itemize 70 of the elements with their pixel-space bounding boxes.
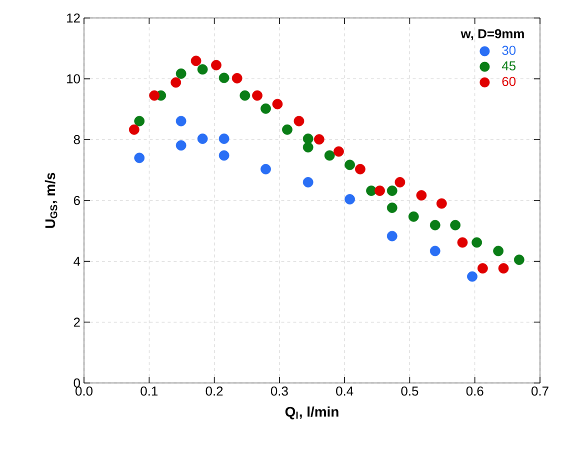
y-tick-label: 6 — [74, 196, 80, 206]
point — [355, 164, 366, 174]
point — [374, 186, 385, 196]
x-tick-label: 0.0 — [76, 386, 93, 396]
point — [450, 220, 461, 230]
point — [408, 211, 419, 222]
point — [457, 237, 468, 248]
x-tick-label: 0.2 — [206, 386, 223, 396]
point — [386, 202, 398, 213]
y-tick-label: 4 — [74, 256, 80, 266]
legend-label: 45 — [502, 61, 516, 70]
x-tick-label: 0.5 — [401, 386, 418, 396]
point — [498, 263, 509, 274]
point — [294, 116, 304, 126]
y-tick-label: 12 — [67, 13, 80, 23]
point — [170, 77, 182, 88]
point — [314, 134, 324, 145]
point — [272, 98, 283, 110]
legend-label: 30 — [502, 46, 516, 55]
point — [472, 237, 482, 248]
point — [344, 194, 355, 204]
point — [218, 134, 230, 144]
x-tick-label: 0.6 — [466, 386, 484, 396]
point — [218, 72, 230, 84]
point — [211, 60, 222, 70]
point — [334, 146, 344, 157]
point — [260, 103, 271, 114]
x-tick-label: 0.7 — [532, 386, 548, 396]
point — [252, 90, 262, 101]
point — [128, 124, 140, 135]
point — [218, 150, 230, 161]
y-tick-label: 10 — [67, 74, 80, 84]
point — [232, 73, 242, 84]
point — [302, 142, 314, 152]
text: U$_{GS}$, m/s — [44, 172, 58, 228]
point — [176, 140, 186, 151]
point — [149, 90, 160, 101]
point — [176, 68, 186, 79]
point — [176, 116, 186, 126]
point — [197, 134, 208, 144]
point — [134, 152, 145, 164]
legend-label: 60 — [502, 76, 516, 86]
point — [514, 254, 524, 265]
point — [430, 246, 440, 256]
point — [386, 186, 398, 196]
point — [477, 263, 488, 274]
y-tick-label: 0 — [74, 378, 80, 388]
x-tick-label: 0.1 — [140, 386, 158, 396]
point — [190, 56, 202, 66]
point — [416, 190, 427, 201]
point — [467, 271, 478, 282]
point — [386, 230, 398, 242]
point — [197, 64, 208, 75]
point — [344, 160, 355, 170]
point — [260, 164, 271, 174]
x-tick-label: 0.3 — [270, 386, 288, 396]
y-tick-label: 8 — [74, 135, 80, 144]
text: Q$_{l}$, l/min — [285, 406, 338, 420]
point — [430, 220, 440, 230]
point — [282, 124, 292, 135]
point — [394, 177, 406, 188]
point — [134, 116, 145, 126]
x-tick-label: 0.4 — [336, 386, 354, 396]
point — [302, 177, 314, 188]
point — [240, 90, 250, 101]
point — [493, 246, 504, 256]
point — [436, 198, 447, 209]
legend-title: w, D=9mm — [460, 29, 524, 40]
point — [324, 150, 335, 161]
y-tick-label: 2 — [74, 318, 80, 327]
